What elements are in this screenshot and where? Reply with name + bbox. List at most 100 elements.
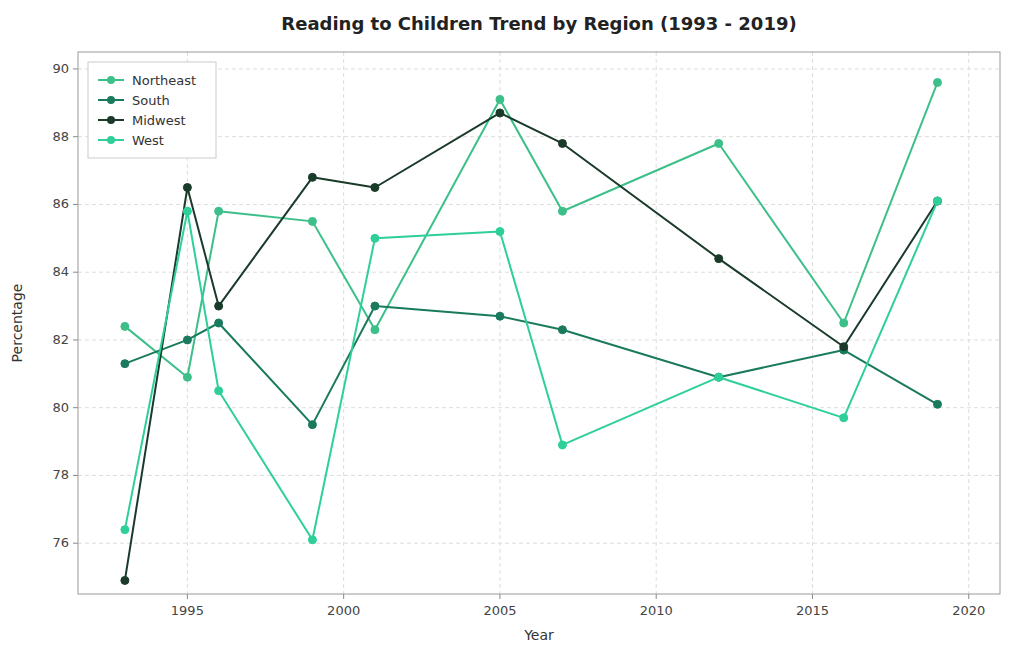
series-line	[125, 113, 938, 580]
series-point	[558, 441, 566, 449]
legend-label: Midwest	[132, 113, 186, 128]
tick-label-y: 84	[52, 264, 69, 279]
tick-label-y: 76	[52, 535, 69, 550]
series-point	[558, 207, 566, 215]
tick-label-y: 78	[52, 467, 69, 482]
background	[0, 0, 1024, 656]
series-point	[308, 421, 316, 429]
series-point	[183, 184, 191, 192]
series-point	[933, 197, 941, 205]
legend-marker	[107, 136, 115, 144]
grid-line-y	[78, 543, 1000, 544]
tick-label-y: 90	[52, 61, 69, 76]
series-point	[215, 207, 223, 215]
grid-line-y	[78, 339, 1000, 340]
series-line	[125, 82, 938, 377]
grid-line-x	[812, 52, 813, 594]
series-point	[183, 336, 191, 344]
series-point	[371, 234, 379, 242]
series-point	[183, 373, 191, 381]
series-point	[121, 526, 129, 534]
tick-y	[73, 136, 78, 137]
grid-line-y	[78, 475, 1000, 476]
tick-x	[656, 594, 657, 599]
series-point	[215, 387, 223, 395]
grid-line-x	[968, 52, 969, 594]
legend-box	[88, 62, 216, 158]
tick-label-y: 88	[52, 129, 69, 144]
legend-label: South	[132, 93, 170, 108]
series-point	[558, 139, 566, 147]
series-point	[183, 207, 191, 215]
legend: Northeast South Midwest West	[88, 62, 216, 158]
tick-y	[73, 68, 78, 69]
tick-y	[73, 543, 78, 544]
series-point	[840, 343, 848, 351]
tick-y	[73, 204, 78, 205]
tick-y	[73, 339, 78, 340]
series-point	[715, 255, 723, 263]
series-point	[933, 400, 941, 408]
grid-line-x	[343, 52, 344, 594]
series-point	[558, 326, 566, 334]
tick-y	[73, 272, 78, 273]
series-point	[308, 536, 316, 544]
tick-x	[968, 594, 969, 599]
series-point	[496, 95, 504, 103]
series-point	[371, 184, 379, 192]
series-point	[715, 139, 723, 147]
plot-frame	[78, 52, 1000, 594]
grid-line-y	[78, 204, 1000, 205]
legend-marker	[107, 116, 115, 124]
series-point	[215, 302, 223, 310]
series-point	[933, 197, 941, 205]
legend-label: West	[132, 133, 164, 148]
tick-label-x: 1995	[171, 603, 204, 618]
tick-label-y: 86	[52, 196, 69, 211]
grid-line-y	[78, 407, 1000, 408]
series-point	[715, 373, 723, 381]
grid-line-x	[499, 52, 500, 594]
axes: 76 78 80 82 84 86 88 90 1995 2000 2005 2010 2015 2020	[52, 52, 1000, 618]
tick-y	[73, 407, 78, 408]
legend-marker	[107, 96, 115, 104]
series-point	[371, 302, 379, 310]
legend-label: Northeast	[132, 73, 196, 88]
grid	[78, 52, 1000, 594]
series-point	[715, 373, 723, 381]
y-axis-label: Percentage	[9, 284, 25, 363]
data	[121, 78, 942, 584]
tick-label-x: 2020	[952, 603, 985, 618]
x-axis-label: Year	[523, 627, 554, 643]
series-point	[215, 319, 223, 327]
tick-x	[343, 594, 344, 599]
series-point	[496, 228, 504, 236]
series-point	[496, 109, 504, 117]
tick-label-x: 2000	[327, 603, 360, 618]
tick-label-x: 2015	[796, 603, 829, 618]
tick-label-y: 80	[52, 400, 69, 415]
series-point	[933, 78, 941, 86]
series-point	[121, 322, 129, 330]
series-point	[121, 576, 129, 584]
tick-label-x: 2005	[483, 603, 516, 618]
series-point	[496, 312, 504, 320]
tick-x	[187, 594, 188, 599]
grid-line-x	[656, 52, 657, 594]
legend-marker	[107, 76, 115, 84]
series-point	[308, 217, 316, 225]
series-line	[125, 306, 938, 425]
series-point	[121, 360, 129, 368]
tick-label-y: 82	[52, 332, 69, 347]
tick-y	[73, 475, 78, 476]
chart: 76 78 80 82 84 86 88 90 1995 2000 2005 2010 2015 2020…	[0, 0, 1024, 656]
title: Reading to Children Trend by Region (199…	[281, 13, 796, 34]
series-point	[371, 326, 379, 334]
series-point	[308, 173, 316, 181]
tick-label-x: 2010	[640, 603, 673, 618]
series-point	[840, 319, 848, 327]
tick-x	[812, 594, 813, 599]
series-line	[125, 201, 938, 540]
grid-line-y	[78, 272, 1000, 273]
tick-x	[499, 594, 500, 599]
